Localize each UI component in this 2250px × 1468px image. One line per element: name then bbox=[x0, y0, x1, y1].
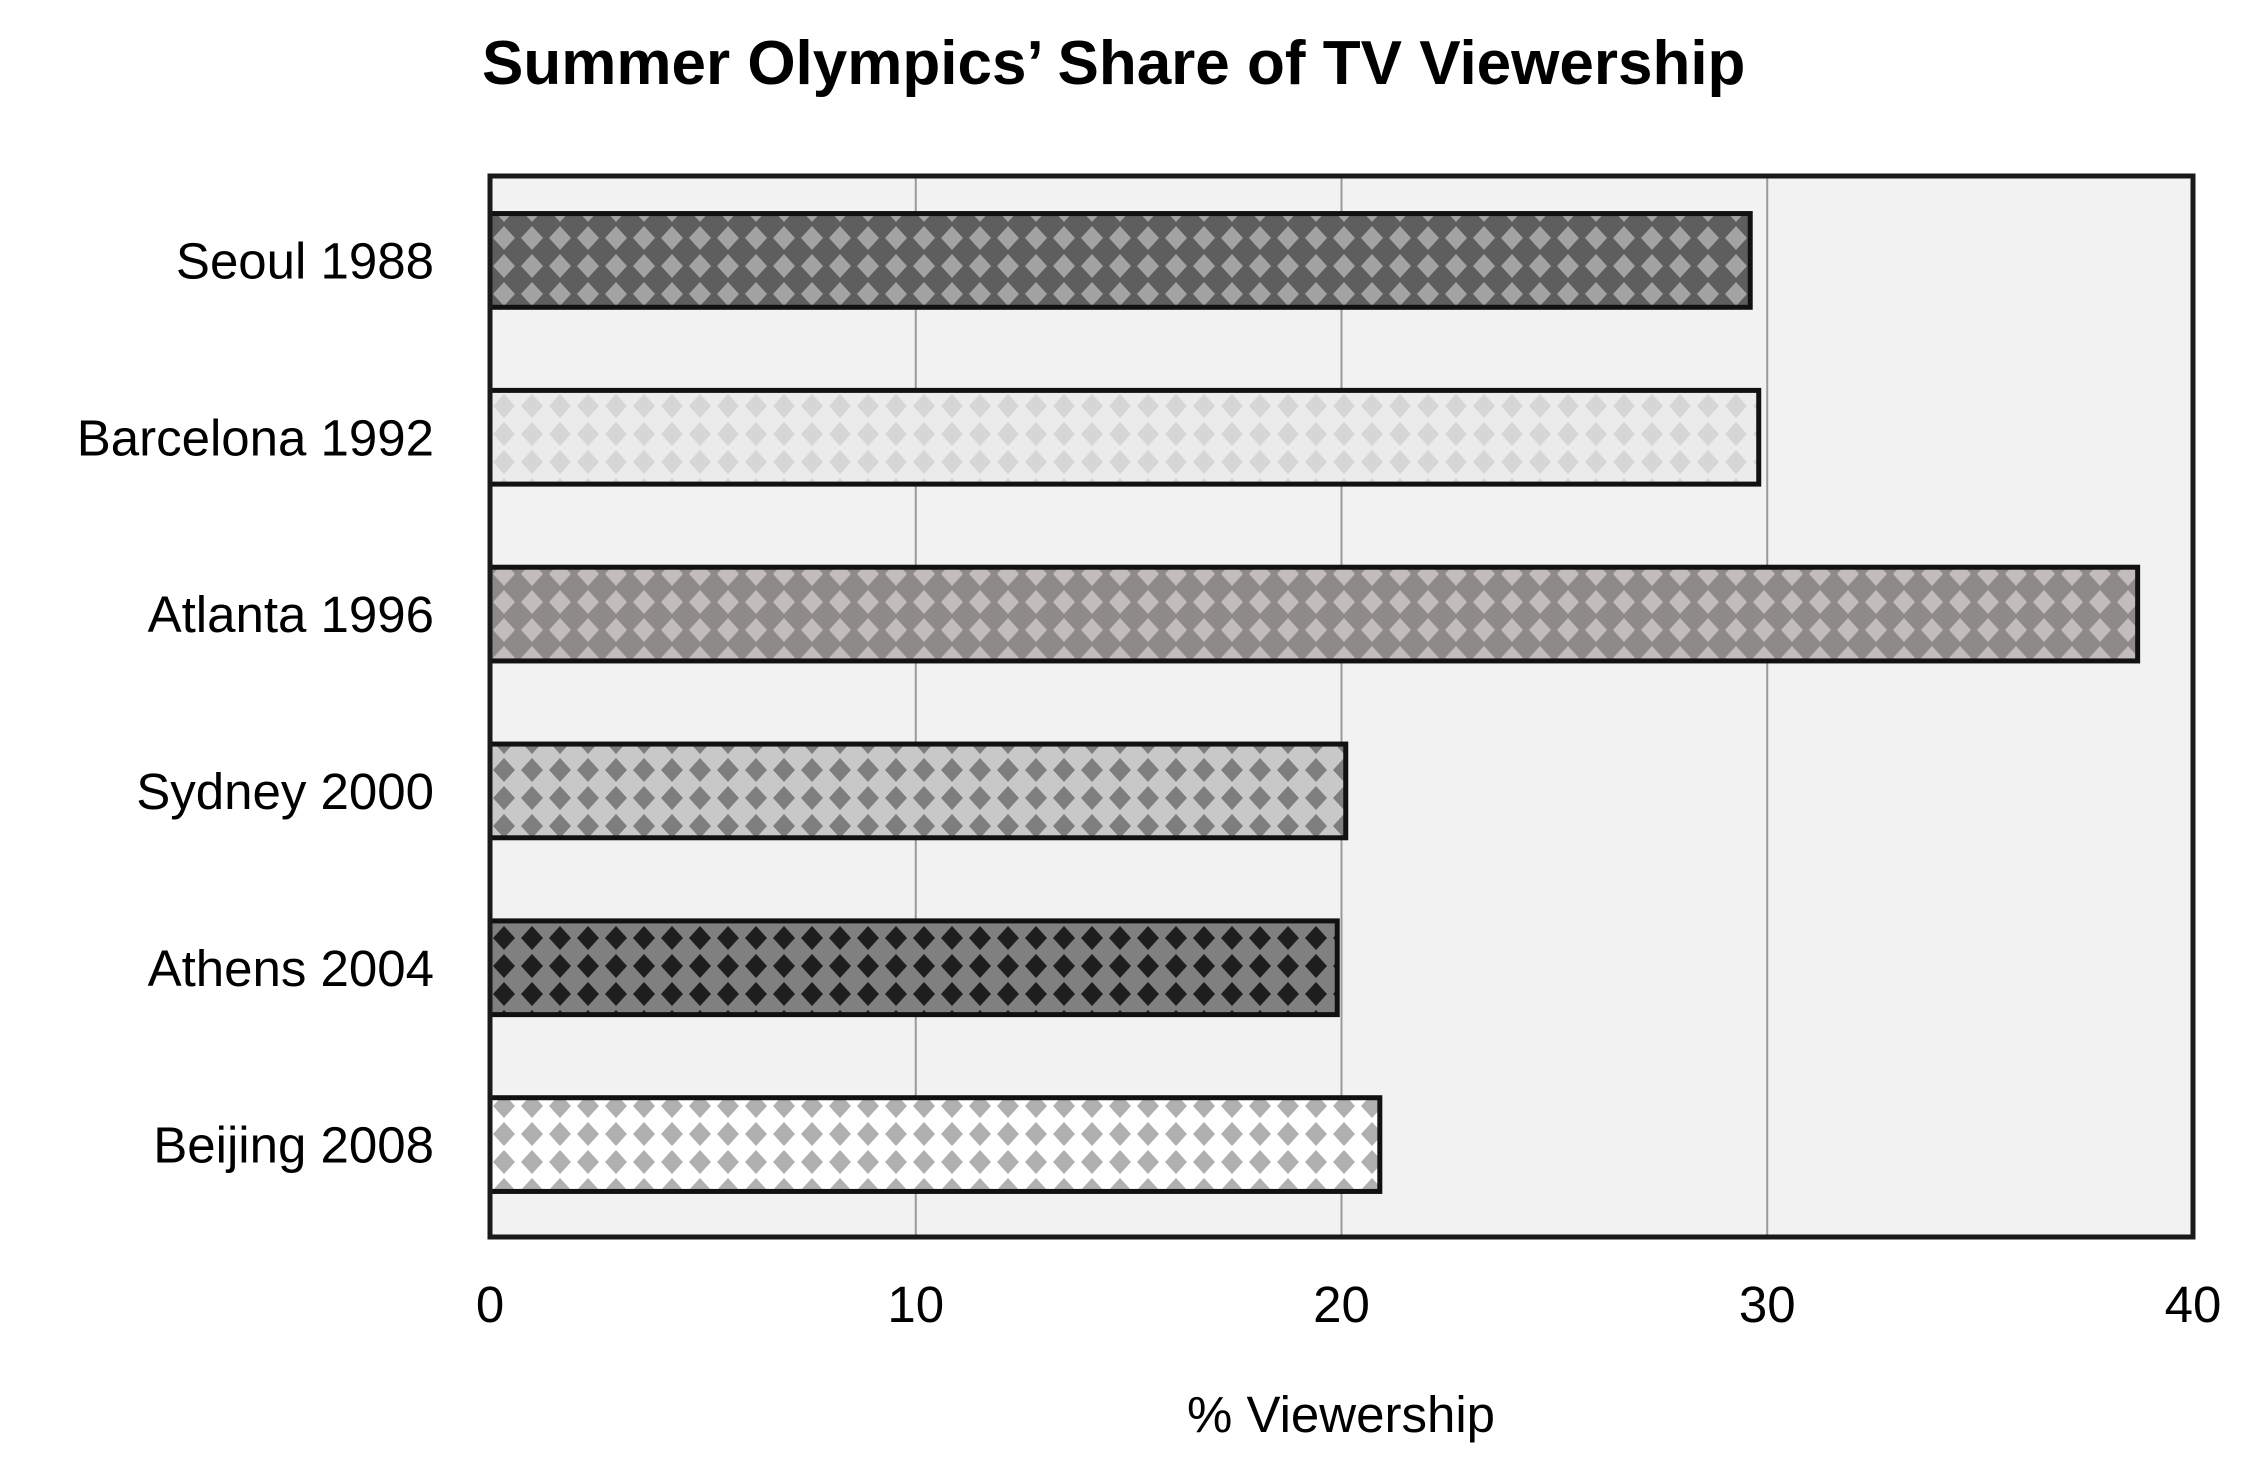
category-label: Seoul 1988 bbox=[176, 232, 434, 289]
x-axis-label: % Viewership bbox=[1187, 1386, 1495, 1443]
category-labels: Seoul 1988 Barcelona 1992 Atlanta 1996 Sydn… bbox=[77, 232, 434, 1173]
x-tick-label: 20 bbox=[1313, 1276, 1370, 1333]
bar bbox=[487, 211, 1753, 310]
category-label: Atlanta 1996 bbox=[148, 586, 434, 643]
bar bbox=[487, 1095, 1383, 1194]
gridlines bbox=[914, 176, 1769, 1237]
category-label: Athens 2004 bbox=[148, 940, 434, 997]
bar bbox=[487, 387, 1762, 487]
bar bbox=[487, 918, 1340, 1018]
bars bbox=[487, 211, 2141, 1194]
category-label: Beijing 2008 bbox=[153, 1117, 434, 1174]
x-tick-label: 30 bbox=[1739, 1276, 1796, 1333]
x-tick-label: 40 bbox=[2165, 1276, 2222, 1333]
chart-title: Summer Olympics’ Share of TV Viewership bbox=[482, 29, 1745, 98]
x-tick-label: 0 bbox=[476, 1276, 504, 1333]
bar bbox=[487, 564, 2141, 664]
category-label: Sydney 2000 bbox=[136, 763, 434, 820]
bar bbox=[487, 741, 1349, 841]
x-tick-labels: 0 10 20 30 40 bbox=[476, 1276, 2222, 1333]
plot-frame bbox=[487, 173, 2196, 1240]
x-tick-label: 10 bbox=[887, 1276, 944, 1333]
category-label: Barcelona 1992 bbox=[77, 409, 434, 466]
